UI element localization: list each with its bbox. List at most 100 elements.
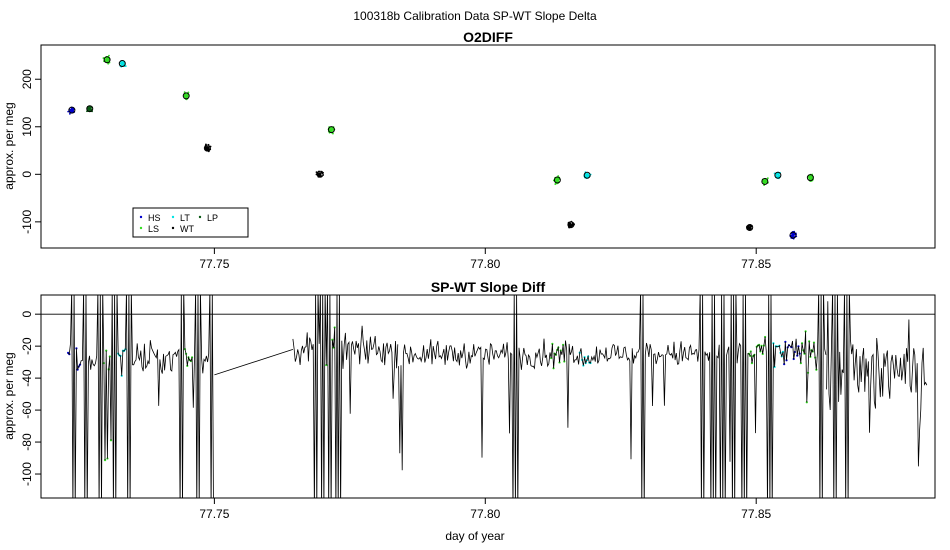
- x-axis-label: day of year: [445, 529, 504, 543]
- o2diff-wt-raw-point: [317, 173, 320, 176]
- o2diff-ls-raw-point: [108, 54, 110, 57]
- o2diff-lt-raw-point: [121, 61, 124, 63]
- o2diff-hs-point: [68, 106, 76, 114]
- slope-diff-highlight-point: [820, 288, 822, 290]
- slope-diff-highlight-point: [329, 288, 331, 290]
- o2diff-ls-raw-point: [104, 58, 107, 61]
- o2diff-y-tick-label: -100: [20, 210, 34, 234]
- slope-diff-x-tick-label: 77.85: [741, 507, 771, 521]
- slope-diff-highlight-point: [330, 511, 332, 513]
- o2diff-ls-raw-point: [187, 91, 190, 94]
- o2diff-lt-point: [774, 171, 782, 179]
- legend-hs-label: HS: [148, 213, 161, 223]
- slope-diff-highlight-point: [113, 288, 115, 290]
- legend-box: [132, 207, 249, 238]
- slope-diff-highlight-point: [323, 511, 325, 513]
- o2diff-ls-raw-point: [763, 180, 766, 183]
- slope-diff-trace-group: [66, 288, 928, 513]
- slope-diff-highlight-point: [127, 511, 129, 513]
- o2diff-x-tick-label: 77.85: [741, 257, 771, 271]
- o2diff-wt-raw-point: [315, 171, 318, 174]
- slope-diff-y-tick-label: -60: [20, 401, 34, 419]
- legend-lt-marker: [171, 215, 175, 219]
- slope-diff-highlight-point: [770, 288, 772, 290]
- o2diff-ls-raw-point: [554, 183, 557, 186]
- slope-diff-title: SP-WT Slope Diff: [431, 279, 546, 295]
- slope-diff-trace-line: [750, 295, 827, 498]
- o2diff-lt-point: [583, 171, 591, 179]
- o2diff-ls-raw-point: [766, 177, 769, 180]
- slope-diff-highlight-point: [319, 288, 321, 290]
- o2diff-ls-raw-point: [185, 94, 188, 97]
- o2diff-ls-point: [806, 174, 814, 182]
- o2diff-ls-point: [182, 92, 190, 100]
- o2diff-ls-raw-point: [557, 175, 560, 177]
- slope-diff-highlight-point: [324, 288, 326, 290]
- o2diff-hs-raw-point: [791, 234, 794, 237]
- o2diff-wt-point: [316, 170, 324, 178]
- o2diff-wt-point: [746, 224, 754, 232]
- o2diff-ls-point: [761, 177, 769, 185]
- slope-diff-y-tick-label: -20: [20, 337, 34, 355]
- o2diff-lt-raw-point: [778, 174, 781, 177]
- o2diff-ls-point: [553, 176, 561, 184]
- slope-diff-highlight-point: [551, 342, 554, 345]
- o2diff-ls-point: [103, 56, 111, 64]
- o2diff-lp-raw-point: [88, 106, 91, 109]
- slope-diff-trace-line: [67, 295, 214, 498]
- o2diff-hs-raw-point: [792, 232, 794, 235]
- legend-lp-label: LP: [207, 213, 218, 223]
- slope-diff-highlight-point: [128, 288, 130, 290]
- slope-diff-x-tick-label: 77.80: [470, 507, 500, 521]
- o2diff-ls-raw-point: [107, 57, 109, 60]
- slope-diff-highlight-point: [105, 349, 108, 352]
- o2diff-ls-raw-point: [331, 129, 334, 131]
- slope-diff-axes: 77.75 77.80 77.85 -100 -80 -60 -40 -20 0: [20, 311, 772, 521]
- slope-diff-trace-line: [292, 295, 399, 498]
- o2diff-lp-point: [86, 105, 94, 113]
- o2diff-wt-raw-point: [318, 172, 321, 175]
- slope-diff-trace-line: [826, 295, 928, 498]
- o2diff-y-tick-label: 200: [20, 69, 34, 89]
- o2diff-lt-raw-point: [585, 173, 588, 176]
- o2diff-ls-raw-point: [765, 181, 768, 184]
- o2diff-hs-raw-point: [68, 112, 71, 115]
- o2diff-hs-point: [789, 231, 797, 239]
- o2diff-wt-raw-point: [571, 225, 574, 227]
- slope-diff-highlight-point: [115, 511, 117, 513]
- slope-diff-highlight-point: [335, 511, 337, 513]
- o2diff-wt-raw-point: [568, 223, 571, 226]
- legend-ls-marker: [139, 226, 143, 230]
- slope-diff-y-tick-label: -80: [20, 433, 34, 451]
- o2diff-wt-raw-point: [206, 146, 209, 148]
- o2diff-ls-raw-point: [183, 93, 186, 96]
- legend-wt-marker: [171, 226, 175, 230]
- legend-hs-marker: [139, 215, 143, 219]
- o2diff-x-tick-label: 77.80: [470, 257, 500, 271]
- slope-diff-highlight-point: [73, 288, 75, 290]
- slope-diff-highlight-point: [116, 288, 118, 290]
- slope-diff-highlight-point: [771, 511, 773, 513]
- slope-diff-connector-line: [214, 348, 294, 376]
- o2diff-lp-raw-point: [90, 108, 92, 111]
- slope-diff-highlight-point: [808, 340, 811, 343]
- slope-diff-highlight-point: [129, 511, 131, 513]
- o2diff-lt-raw-point: [122, 63, 125, 66]
- slope-diff-trace: [41, 288, 935, 513]
- o2diff-ls-raw-point: [105, 60, 108, 63]
- legend-ls-label: LS: [148, 224, 159, 234]
- slope-diff-highlight-point: [768, 288, 770, 290]
- slope-diff-highlight-point: [322, 288, 324, 290]
- o2diff-lt-raw-point: [120, 62, 122, 64]
- slope-diff-highlight-point: [100, 511, 102, 513]
- o2diff-panel: O2DIFF 77.75 77.80 77.85 -100 0 100 200 approx…: [2, 29, 936, 271]
- slope-diff-x-tick-label: 77.75: [199, 507, 229, 521]
- o2diff-ls-raw-point: [184, 96, 187, 99]
- slope-diff-frame: [40, 294, 936, 499]
- legend-wt-label: WT: [180, 224, 194, 234]
- o2diff-lt-point: [118, 60, 126, 68]
- slope-diff-highlight-point: [180, 288, 182, 290]
- slope-diff-ylabel: approx. per meg: [2, 352, 16, 439]
- o2diff-ls-raw-point: [330, 130, 332, 133]
- o2diff-frame: [40, 44, 936, 249]
